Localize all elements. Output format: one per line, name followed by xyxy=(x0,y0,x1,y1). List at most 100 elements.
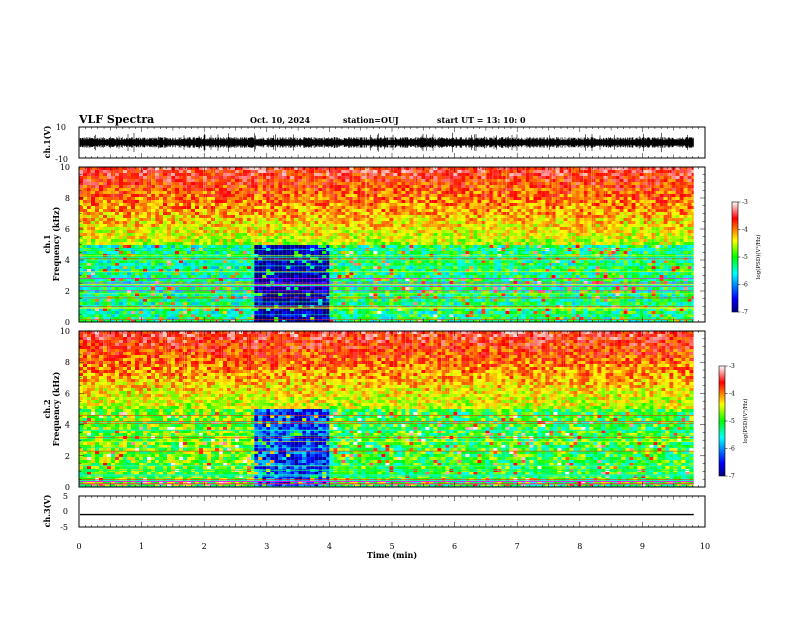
spectrogram-cell xyxy=(151,263,155,266)
spectrogram-cell xyxy=(417,221,422,224)
spectrogram-cell xyxy=(123,209,127,212)
spectrogram-cell xyxy=(91,260,95,263)
spectrogram-cell xyxy=(270,278,275,281)
spectrogram-cell xyxy=(353,194,358,197)
spectrogram-cell xyxy=(167,230,171,233)
spectrogram-cell xyxy=(254,287,259,290)
spectrogram-cell xyxy=(266,200,271,203)
spectrogram-cell xyxy=(167,281,171,284)
spectrogram-cell xyxy=(254,260,259,263)
spectrogram-cell xyxy=(107,317,111,320)
spectrogram-cell xyxy=(337,260,342,263)
spectrogram-cell xyxy=(147,320,151,322)
spectrogram-cell xyxy=(215,302,219,305)
spectrogram-cell xyxy=(131,191,135,194)
spectrogram-cell xyxy=(115,224,119,227)
spectrogram-cell xyxy=(397,218,402,221)
spectrogram-cell xyxy=(262,203,267,206)
spectrogram-cell xyxy=(103,290,107,293)
spectrogram-cell xyxy=(155,167,159,170)
spectrogram-cell xyxy=(151,215,155,218)
spectrogram-cell xyxy=(131,215,135,218)
spectrogram-cell xyxy=(239,308,243,311)
spectrogram-cell xyxy=(306,263,311,266)
spectrogram-cell xyxy=(449,302,454,305)
spectrogram-cell xyxy=(103,314,107,317)
spectrogram-cell xyxy=(179,308,183,311)
spectrogram-cell xyxy=(282,308,287,311)
spectrogram-cell xyxy=(115,176,119,179)
spectrogram-cell xyxy=(175,173,179,176)
spectrogram-cell xyxy=(151,251,155,254)
spectrogram-cell xyxy=(270,317,275,320)
spectrogram-cell xyxy=(441,260,446,263)
spectrogram-cell xyxy=(215,197,219,200)
spectrogram-cell xyxy=(223,317,227,320)
spectrogram-cell xyxy=(449,224,454,227)
spectrogram-cell xyxy=(159,299,163,302)
spectrogram-cell xyxy=(433,188,438,191)
spectrogram-cell xyxy=(262,272,267,275)
spectrogram-cell xyxy=(262,317,267,320)
spectrogram-cell xyxy=(87,266,91,269)
spectrogram-cell xyxy=(91,320,95,322)
spectrogram-cell xyxy=(278,242,283,245)
spectrogram-cell xyxy=(417,317,422,320)
spectrogram-cell xyxy=(433,242,438,245)
spectrogram-cell xyxy=(322,272,327,275)
spectrogram-cell xyxy=(119,266,123,269)
spectrogram-cell xyxy=(231,212,235,215)
spectrogram-cell xyxy=(119,239,123,242)
spectrogram-cell xyxy=(231,227,235,230)
spectrogram-cell xyxy=(266,215,271,218)
spectrogram-cell xyxy=(87,233,91,236)
spectrogram-cell xyxy=(187,251,191,254)
spectrogram-cell xyxy=(227,200,231,203)
spectrogram-cell xyxy=(99,224,103,227)
spectrogram-cell xyxy=(87,314,91,317)
spectrogram-cell xyxy=(211,173,215,176)
spectrogram-cell xyxy=(322,203,327,206)
spectrogram-cell xyxy=(175,302,179,305)
spectrogram-cell xyxy=(381,167,386,170)
spectrogram-cell xyxy=(302,209,307,212)
spectrogram-cell xyxy=(155,206,159,209)
spectrogram-cell xyxy=(199,203,203,206)
spectrogram-cell xyxy=(433,266,438,269)
spectrogram-cell xyxy=(397,221,402,224)
spectrogram-cell xyxy=(421,233,426,236)
spectrogram-cell xyxy=(381,203,386,206)
spectrogram-cell xyxy=(365,299,370,302)
spectrogram-cell xyxy=(413,320,418,322)
spectrogram-cell xyxy=(135,290,139,293)
spectrogram-cell xyxy=(322,218,327,221)
spectrogram-cell xyxy=(314,221,319,224)
spectrogram-cell xyxy=(135,197,139,200)
spectrogram-cell xyxy=(377,203,382,206)
spectrogram-cell xyxy=(163,203,167,206)
spectrogram-cell xyxy=(353,197,358,200)
spectrogram-cell xyxy=(369,281,374,284)
spectrogram-cell xyxy=(298,293,303,296)
spectrogram-cell xyxy=(123,176,127,179)
spectrogram-cell xyxy=(266,233,271,236)
spectrogram-cell xyxy=(175,275,179,278)
spectrogram-cell xyxy=(449,233,454,236)
spectrogram-cell xyxy=(235,185,239,188)
spectrogram-cell xyxy=(453,251,458,254)
spectrogram-cell xyxy=(369,239,374,242)
spectrogram-cell xyxy=(453,269,458,272)
spectrogram-cell xyxy=(282,278,287,281)
spectrogram-cell xyxy=(302,170,307,173)
spectrogram-cell xyxy=(393,191,398,194)
spectrogram-cell xyxy=(107,236,111,239)
spectrogram-cell xyxy=(151,200,155,203)
spectrogram-cell xyxy=(199,197,203,200)
spectrogram-cell xyxy=(425,263,430,266)
spectrogram-cell xyxy=(163,230,167,233)
spectrogram-cell xyxy=(247,203,251,206)
spectrogram-cell xyxy=(167,191,171,194)
spectrogram-cell xyxy=(119,194,123,197)
spectrogram-cell xyxy=(453,224,458,227)
spectrogram-cell xyxy=(385,176,390,179)
